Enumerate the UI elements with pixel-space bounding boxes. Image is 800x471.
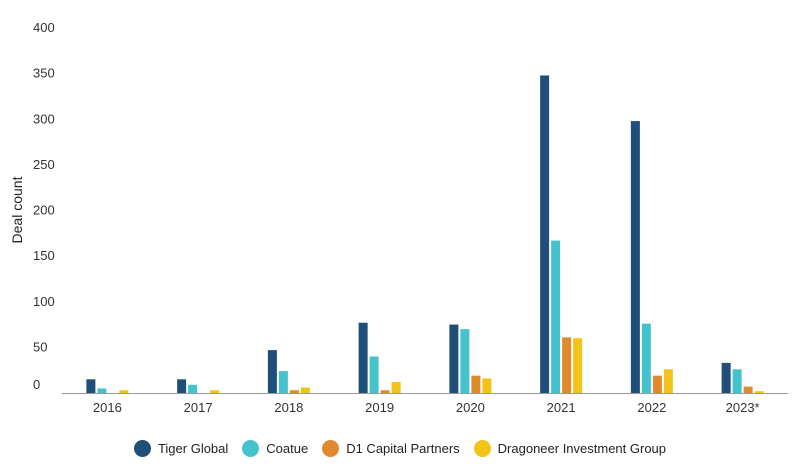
bar	[369, 356, 379, 393]
bar	[210, 390, 220, 393]
bar	[278, 371, 288, 393]
bar	[652, 375, 662, 393]
x-tick-label: 2023*	[726, 400, 760, 415]
y-tick-label: 300	[33, 111, 55, 126]
bar	[119, 390, 129, 393]
bar	[267, 350, 277, 393]
legend-item: D1 Capital Partners	[322, 440, 460, 457]
y-tick-label: 350	[33, 66, 55, 81]
legend-item: Tiger Global	[133, 440, 229, 457]
legend-swatch	[322, 440, 340, 457]
legend-swatch	[242, 440, 260, 457]
bar	[721, 362, 731, 393]
x-tick-label: 2016	[93, 400, 122, 415]
bar	[300, 387, 310, 393]
y-tick-label: 250	[33, 157, 55, 172]
x-tick-label: 2020	[456, 400, 485, 415]
legend-label: Coatue	[266, 441, 309, 456]
bar-chart: Deal count 0 50 100 150 200 250 300 350 400 2016…	[9, 20, 788, 415]
bar	[743, 386, 753, 393]
legend: Tiger Global Coatue D1 Capital Partners Dra…	[0, 440, 800, 457]
y-tick-label: 0	[33, 377, 40, 392]
bar	[573, 338, 583, 393]
bar	[289, 390, 299, 393]
bar	[97, 388, 107, 393]
x-tick-label: 2017	[184, 400, 213, 415]
bar	[86, 379, 96, 393]
y-tick-label: 150	[33, 248, 55, 263]
x-axis-ticks: 2016 2017 2018 2019 2020 2021 2022 2023*	[93, 400, 760, 415]
legend-swatch	[473, 440, 491, 457]
bar	[471, 375, 481, 393]
bar	[380, 390, 390, 393]
bar	[732, 369, 742, 393]
bar	[562, 337, 572, 393]
y-tick-label: 400	[33, 20, 55, 35]
y-axis-label: Deal count	[9, 176, 25, 243]
legend-item: Coatue	[242, 440, 308, 457]
y-tick-label: 50	[33, 339, 47, 354]
legend-label: Tiger Global	[157, 441, 229, 456]
y-tick-label: 100	[33, 294, 55, 309]
bar	[460, 329, 470, 393]
legend-label: Dragoneer Investment Group	[497, 441, 667, 456]
bar	[391, 382, 401, 393]
bar	[358, 322, 368, 393]
legend-label: D1 Capital Partners	[346, 441, 460, 456]
bar	[540, 75, 550, 393]
bar	[641, 323, 651, 393]
legend-item: Dragoneer Investment Group	[473, 440, 667, 457]
bars	[86, 75, 764, 393]
bar	[630, 121, 640, 393]
bar	[177, 379, 187, 393]
y-tick-label: 200	[33, 203, 55, 218]
bar	[663, 369, 673, 393]
legend-swatch	[133, 440, 151, 457]
x-tick-label: 2022	[637, 400, 666, 415]
x-tick-label: 2019	[365, 400, 394, 415]
y-axis-ticks: 0 50 100 150 200 250 300 350 400	[33, 20, 55, 392]
bar	[449, 324, 459, 393]
x-tick-label: 2018	[274, 400, 303, 415]
bar	[551, 240, 561, 393]
bar	[482, 378, 492, 393]
bar	[754, 391, 764, 393]
x-tick-label: 2021	[547, 400, 576, 415]
bar	[188, 384, 198, 393]
